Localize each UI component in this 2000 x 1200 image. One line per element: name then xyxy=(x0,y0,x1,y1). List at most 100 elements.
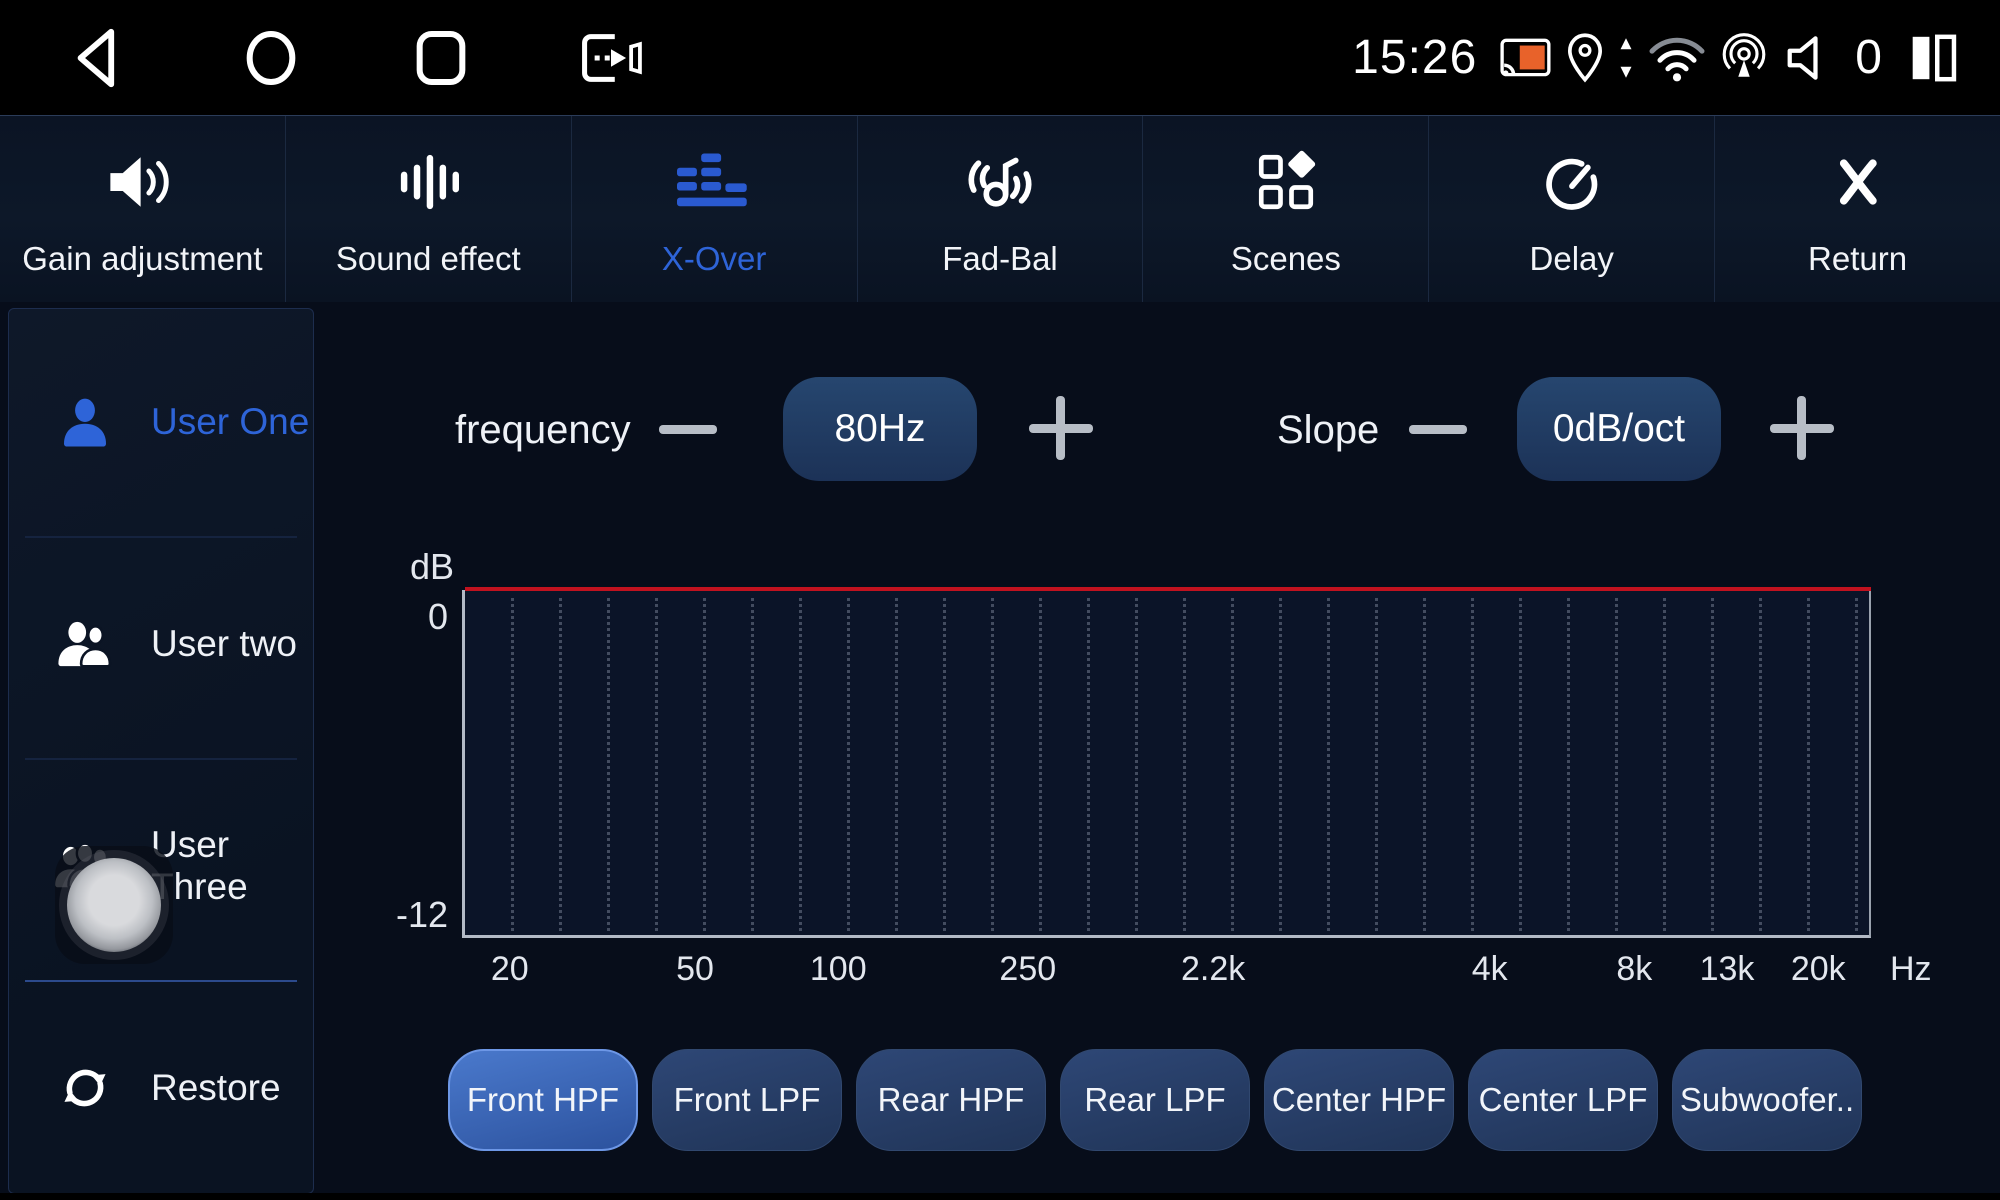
sidebar-item-label: User two xyxy=(151,623,297,664)
filter-button-rear-lpf[interactable]: Rear LPF xyxy=(1060,1049,1250,1151)
gridline xyxy=(1567,598,1570,931)
filter-button-center-lpf[interactable]: Center LPF xyxy=(1468,1049,1658,1151)
filter-button-front-hpf[interactable]: Front HPF xyxy=(448,1049,638,1151)
gridline xyxy=(655,598,658,931)
tab-scenes[interactable]: Scenes xyxy=(1143,116,1430,302)
volume-level: 0 xyxy=(1855,31,1882,84)
clock: 15:26 xyxy=(1352,31,1478,84)
gridline xyxy=(799,598,802,931)
speaker-filter-row: Front HPF Front LPF Rear HPF Rear LPF Center… xyxy=(448,1049,1862,1151)
gridline xyxy=(991,598,994,931)
filter-button-subwoofer-[interactable]: Subwoofer.. xyxy=(1672,1049,1862,1151)
sidebar-item-restore[interactable]: Restore xyxy=(9,980,313,1196)
nav-home-button[interactable] xyxy=(232,19,310,97)
nav-back-button[interactable] xyxy=(62,19,140,97)
gridline xyxy=(1039,598,1042,931)
tab-label: Sound effect xyxy=(335,240,521,277)
tab-return[interactable]: Return xyxy=(1715,116,2000,302)
content-area: User One User two User Three Restore freque… xyxy=(0,302,2000,1200)
filter-button-front-lpf[interactable]: Front LPF xyxy=(652,1049,842,1151)
x-tick-2.2k: 2.2k xyxy=(1180,950,1246,988)
gridline xyxy=(1327,598,1330,931)
sidebar-divider xyxy=(25,980,297,982)
touch-dot xyxy=(67,858,161,952)
sidebar-item-user-two[interactable]: User two xyxy=(9,536,313,752)
tab-x-over[interactable]: X-Over xyxy=(572,116,858,302)
gridline xyxy=(511,598,514,931)
frequency-value[interactable]: 80Hz xyxy=(783,377,977,481)
gridline xyxy=(1615,598,1618,931)
gridline xyxy=(1855,598,1858,931)
delay-icon xyxy=(1539,140,1605,224)
tab-label: Fad-Bal xyxy=(942,240,1058,277)
gridline xyxy=(1423,598,1426,931)
gridline xyxy=(1471,598,1474,931)
gridline xyxy=(847,598,850,931)
slope-minus-button[interactable] xyxy=(1400,397,1476,461)
tab-gain-adjustment[interactable]: Gain adjustment xyxy=(0,116,286,302)
sidebar-divider xyxy=(25,536,297,538)
frequency-plus-button[interactable] xyxy=(1023,396,1099,460)
slope-label: Slope xyxy=(1277,408,1380,452)
gridline xyxy=(607,598,610,931)
nav-exit-app-button[interactable] xyxy=(572,19,650,97)
gridline xyxy=(1711,598,1714,931)
x-tick-100: 100 xyxy=(809,950,867,988)
bottom-edge xyxy=(0,1193,2000,1200)
plus-icon xyxy=(1028,395,1094,461)
gridline xyxy=(559,598,562,931)
gridline xyxy=(751,598,754,931)
x-tick-50: 50 xyxy=(676,950,714,988)
user-sidebar: User One User two User Three Restore xyxy=(8,308,314,1194)
gridline xyxy=(1375,598,1378,931)
gridline xyxy=(1087,598,1090,931)
tab-sound-effect[interactable]: Sound effect xyxy=(286,116,572,302)
location-icon xyxy=(1565,28,1605,88)
hotspot-icon xyxy=(1719,28,1769,88)
x-tick-13k: 13k xyxy=(1699,950,1755,988)
status-indicator-cluster: 15:26 0 xyxy=(1352,28,2000,88)
gridline xyxy=(1279,598,1282,931)
slope-value[interactable]: 0dB/oct xyxy=(1517,377,1721,481)
top-tab-bar: Gain adjustment Sound effect X-Over Fad-Bal… xyxy=(0,115,2000,303)
filter-button-center-hpf[interactable]: Center HPF xyxy=(1264,1049,1454,1151)
status-bar: 15:26 0 xyxy=(0,0,2000,115)
sidebar-item-label: User One xyxy=(151,401,310,442)
frequency-label: frequency xyxy=(455,408,631,452)
slope-plus-button[interactable] xyxy=(1764,396,1840,460)
back-icon xyxy=(77,28,115,87)
x-tick-4k: 4k xyxy=(1471,950,1508,988)
y-tick-0: 0 xyxy=(427,596,448,637)
crossover-response-plot xyxy=(462,587,1871,938)
split-screen-icon xyxy=(1906,28,1964,88)
android-nav-cluster xyxy=(0,19,650,97)
tab-label: Gain adjustment xyxy=(22,240,263,277)
x-tick-8k: 8k xyxy=(1616,950,1653,988)
sidebar-item-label: Restore xyxy=(151,1067,281,1108)
frequency-minus-button[interactable] xyxy=(650,397,726,461)
xover-icon xyxy=(677,140,751,224)
user-one-icon xyxy=(53,394,117,450)
tab-fad-bal[interactable]: Fad-Bal xyxy=(858,116,1144,302)
x-tick-20: 20 xyxy=(490,950,529,988)
sound-effect-icon xyxy=(397,140,460,224)
y-axis-unit: dB xyxy=(409,546,454,587)
nav-recents-button[interactable] xyxy=(402,19,480,97)
sidebar-item-user-one[interactable]: User One xyxy=(9,314,313,530)
sidebar-item-label: User Three xyxy=(151,824,248,907)
fadbal-icon xyxy=(962,140,1038,224)
sidebar-divider xyxy=(25,758,297,760)
tab-delay[interactable]: Delay xyxy=(1429,116,1716,302)
gridline xyxy=(943,598,946,931)
gridline xyxy=(1231,598,1234,931)
gain-icon xyxy=(102,140,182,224)
return-icon xyxy=(1827,140,1889,224)
gridline xyxy=(1807,598,1810,931)
tab-label: Return xyxy=(1808,240,1908,277)
tab-label: Scenes xyxy=(1230,240,1341,277)
filter-button-rear-hpf[interactable]: Rear HPF xyxy=(856,1049,1046,1151)
gridline xyxy=(1135,598,1138,931)
x-tick-20k: 20k xyxy=(1790,950,1846,988)
y-tick--12: -12 xyxy=(395,894,448,935)
